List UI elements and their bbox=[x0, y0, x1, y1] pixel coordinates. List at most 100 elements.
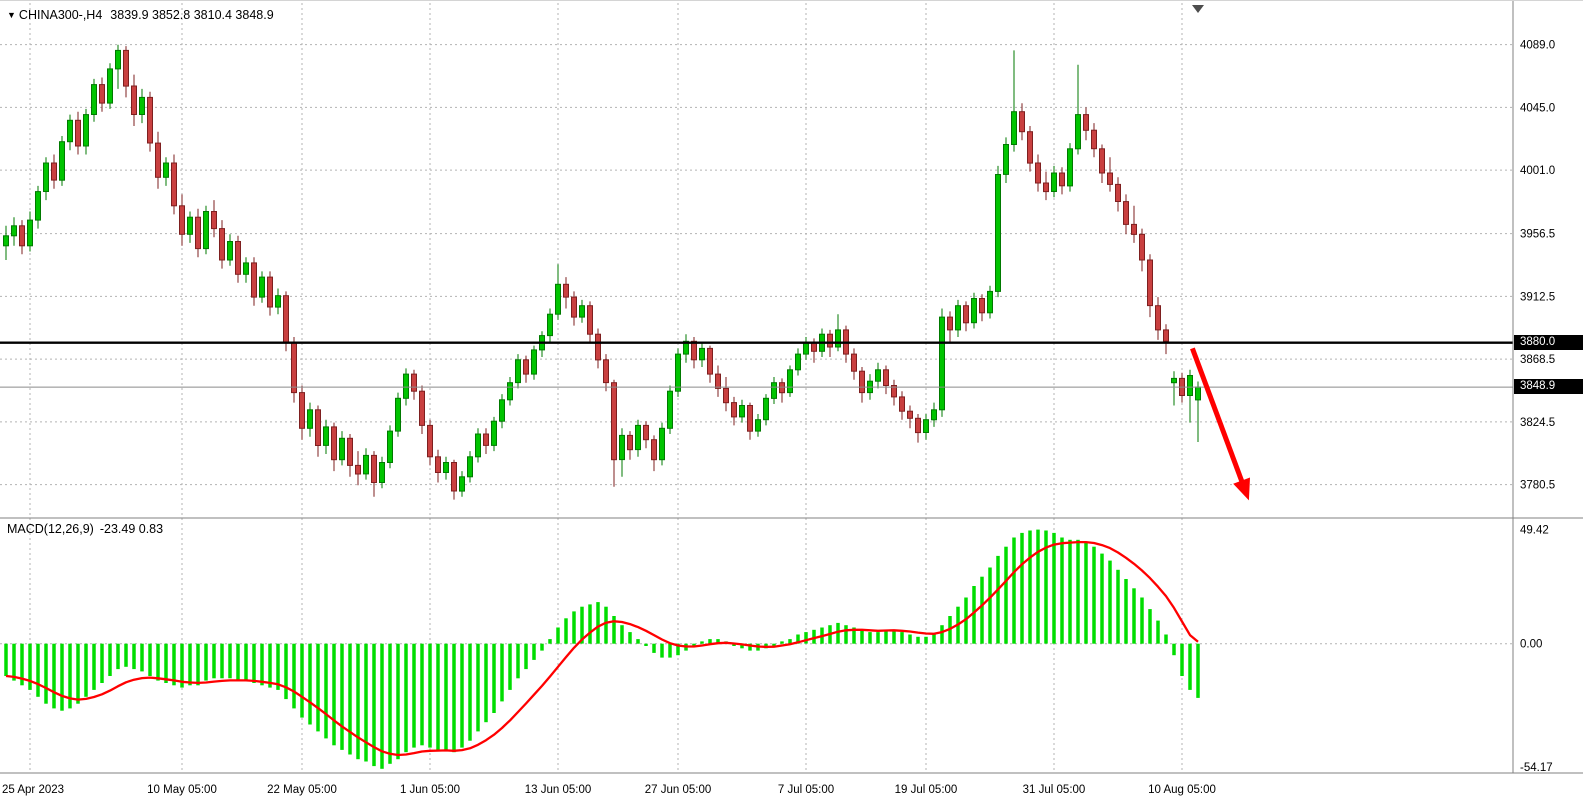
macd-histogram-bar bbox=[1044, 530, 1048, 644]
macd-histogram-bar bbox=[404, 643, 408, 753]
candle-body bbox=[667, 390, 673, 429]
candle-body bbox=[971, 298, 977, 324]
candle-body bbox=[1075, 114, 1081, 150]
candle-body bbox=[939, 316, 945, 411]
candle-body bbox=[523, 359, 529, 375]
candle-body bbox=[219, 228, 225, 261]
candle-body bbox=[379, 462, 385, 483]
candle-body bbox=[811, 342, 817, 352]
macd-indicator-label: MACD(12,26,9) -23.49 0.83 bbox=[7, 522, 163, 536]
macd-histogram-bar bbox=[1116, 569, 1120, 644]
macd-histogram-bar bbox=[364, 643, 368, 762]
macd-histogram-bar bbox=[796, 634, 800, 644]
candle-body bbox=[947, 316, 953, 331]
candle-body bbox=[499, 399, 505, 422]
trend-arrow-shaft[interactable] bbox=[1190, 347, 1247, 490]
macd-histogram-bar bbox=[468, 643, 472, 741]
candle-body bbox=[163, 162, 169, 178]
macd-histogram-bar bbox=[148, 643, 152, 676]
macd-histogram-bar bbox=[516, 643, 520, 679]
macd-histogram-bar bbox=[772, 643, 776, 646]
symbol-dropdown-icon[interactable]: ▼ bbox=[7, 10, 16, 20]
candle-body bbox=[1091, 129, 1097, 150]
macd-histogram-bar bbox=[1060, 537, 1064, 644]
macd-histogram-bar bbox=[68, 643, 72, 709]
candle-body bbox=[691, 340, 697, 361]
candle-body bbox=[331, 426, 337, 461]
symbol-ohlc-label: ▼ CHINA300-,H4 3839.9 3852.8 3810.4 3848.9 bbox=[7, 8, 274, 22]
macd-histogram-bar bbox=[660, 643, 664, 658]
macd-histogram-bar bbox=[356, 643, 360, 760]
time-axis-label: 7 Jul 05:00 bbox=[778, 784, 834, 796]
macd-histogram-bar bbox=[1004, 546, 1008, 644]
macd-histogram-bar bbox=[548, 639, 552, 644]
candle-body bbox=[451, 462, 457, 492]
macd-histogram-bar bbox=[300, 643, 304, 718]
candle-body bbox=[747, 405, 753, 432]
trend-arrow-annotation[interactable] bbox=[1190, 347, 1250, 501]
candle-body bbox=[1011, 111, 1017, 145]
candle-body bbox=[883, 369, 889, 386]
candle-body bbox=[299, 392, 305, 429]
macd-histogram-bar bbox=[1100, 553, 1104, 644]
candle-body bbox=[475, 433, 481, 458]
candle-body bbox=[907, 410, 913, 419]
candle-body bbox=[363, 454, 369, 475]
candle-body bbox=[587, 305, 593, 335]
macd-histogram-bar bbox=[1124, 579, 1128, 644]
candle-body bbox=[107, 68, 113, 104]
axis-labels: 4089.0 4045.0 4001.0 3956.5 3912.5 3868.5 3824… bbox=[2, 40, 1555, 796]
price-axis-label: 3912.5 bbox=[1520, 291, 1555, 303]
macd-histogram-bar bbox=[436, 643, 440, 750]
macd-histogram-bar bbox=[460, 643, 464, 748]
candle-body bbox=[531, 349, 537, 375]
candle-body bbox=[1083, 114, 1089, 131]
price-axis-label: 3956.5 bbox=[1520, 229, 1555, 241]
candle-body bbox=[699, 347, 705, 361]
candle-body bbox=[899, 396, 905, 412]
macd-histogram-bar bbox=[732, 643, 736, 646]
price-axis-label: 4089.0 bbox=[1520, 40, 1555, 52]
candle-body bbox=[339, 437, 345, 461]
macd-histogram-bar bbox=[132, 643, 136, 670]
macd-histogram-bar bbox=[252, 643, 256, 683]
macd-axis-label: -54.17 bbox=[1520, 762, 1553, 774]
candle-body bbox=[643, 424, 649, 441]
candle-body bbox=[427, 424, 433, 458]
macd-histogram-bar bbox=[636, 639, 640, 644]
macd-histogram-bar bbox=[780, 641, 784, 644]
macd-histogram-bar bbox=[372, 643, 376, 767]
candle-body bbox=[435, 456, 441, 473]
candle-body bbox=[1107, 172, 1113, 185]
candle-body bbox=[75, 119, 81, 147]
macd-histogram-bar bbox=[100, 643, 104, 683]
candle-body bbox=[979, 298, 985, 314]
candle-body bbox=[403, 373, 409, 399]
macd-indicator bbox=[4, 529, 1200, 769]
candle-body bbox=[507, 382, 513, 401]
macd-histogram-bar bbox=[180, 643, 184, 688]
macd-histogram-bar bbox=[1084, 542, 1088, 644]
macd-histogram-bar bbox=[172, 643, 176, 686]
macd-histogram-bar bbox=[420, 643, 424, 746]
macd-histogram-bar bbox=[876, 632, 880, 644]
trend-arrow-head[interactable] bbox=[1233, 477, 1250, 501]
macd-histogram-bar bbox=[524, 643, 528, 670]
candle-body bbox=[211, 211, 217, 230]
candle-body bbox=[91, 84, 97, 115]
macd-histogram-bar bbox=[964, 597, 968, 644]
time-axis-label: 22 May 05:00 bbox=[267, 784, 337, 796]
macd-histogram-bar bbox=[324, 643, 328, 739]
price-axis-label: 3780.5 bbox=[1520, 480, 1555, 492]
candle-body bbox=[1051, 172, 1057, 192]
candle-body bbox=[195, 216, 201, 250]
time-axis-label: 27 Jun 05:00 bbox=[645, 784, 712, 796]
candle-body bbox=[467, 456, 473, 478]
candle-body bbox=[419, 390, 425, 426]
macd-histogram-bar bbox=[676, 643, 680, 656]
candle-body bbox=[283, 295, 289, 344]
chart-shift-marker-icon[interactable] bbox=[1192, 5, 1204, 13]
candle-body bbox=[659, 427, 665, 461]
